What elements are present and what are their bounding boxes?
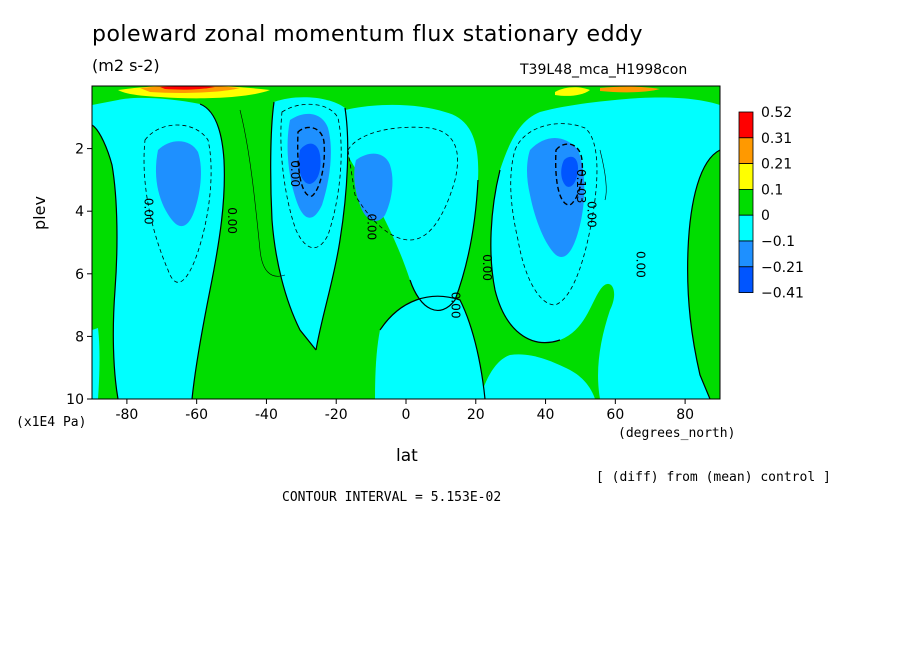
x-tick-label: 60 bbox=[606, 407, 624, 423]
colorbar-label: 0.21 bbox=[761, 157, 792, 173]
x-axis-ticks: -80 -60 -40 -20 0 20 40 60 80 bbox=[115, 399, 694, 423]
negative-region-tropic-lower bbox=[375, 296, 485, 399]
x-tick-label: -60 bbox=[185, 407, 208, 423]
colorbar-label: −0.41 bbox=[761, 286, 804, 302]
thin-contour-1 bbox=[239, 109, 286, 277]
contour-label: 0.00 bbox=[225, 207, 239, 234]
thick-dashed-sh-midlat bbox=[296, 126, 326, 197]
zero-contour-6 bbox=[490, 169, 561, 344]
contour-interval: CONTOUR INTERVAL = 5.153E-02 bbox=[282, 490, 502, 505]
thin-contour-2 bbox=[599, 149, 607, 201]
colorbar-swatch bbox=[738, 163, 754, 190]
colorbar-swatch bbox=[738, 111, 754, 139]
very-strong-negative-regions bbox=[298, 143, 578, 187]
zero-contour-2 bbox=[191, 103, 225, 400]
top-band-red bbox=[160, 86, 215, 90]
x-tick-label: 40 bbox=[537, 407, 555, 423]
colorbar-swatch bbox=[738, 240, 754, 268]
top-band-nh-yellow bbox=[555, 87, 590, 96]
core-nh-midlat-inner bbox=[561, 156, 578, 187]
x-axis-label: lat bbox=[396, 446, 418, 466]
zero-contour-4 bbox=[315, 107, 349, 351]
thick-dashed-nh-midlat bbox=[554, 143, 584, 206]
y-tick-label: 4 bbox=[75, 204, 84, 220]
contour-label: 0.103 bbox=[574, 169, 588, 203]
colorbar-label: −0.21 bbox=[761, 260, 804, 276]
zero-contour-1 bbox=[91, 124, 119, 400]
colorbar-label: 0.52 bbox=[761, 105, 792, 121]
contour-label: 0.00 bbox=[365, 213, 379, 240]
zero-contours bbox=[91, 101, 721, 400]
negative-region-nh-lower bbox=[480, 354, 595, 399]
x-tick-label: -80 bbox=[115, 407, 138, 423]
colorbar-swatch bbox=[738, 266, 754, 293]
y-tick-label: 6 bbox=[75, 267, 84, 283]
zero-contour-5 bbox=[409, 179, 479, 311]
thin-positive-contours bbox=[239, 109, 607, 277]
core-sh-subtropic bbox=[354, 153, 393, 222]
zero-contour-8 bbox=[379, 295, 486, 400]
y-axis-unit: (x1E4 Pa) bbox=[16, 415, 87, 430]
core-sh-polar bbox=[155, 141, 201, 227]
colorbar-label: 0.1 bbox=[761, 182, 783, 198]
y-axis-ticks: 2 4 6 8 10 bbox=[66, 142, 92, 408]
plot-area bbox=[91, 85, 721, 400]
thick-dashed-contours bbox=[296, 126, 584, 206]
zero-contour-7 bbox=[687, 149, 721, 400]
x-axis-unit: (degrees_north) bbox=[618, 426, 736, 441]
negative-region-sh-polar-edge bbox=[92, 328, 100, 399]
colorbar: 0.52 0.31 0.21 0.1 0 −0.1 −0.21 −0.41 bbox=[738, 105, 804, 302]
x-tick-label: 20 bbox=[467, 407, 485, 423]
chart-units: (m2 s-2) bbox=[92, 56, 160, 75]
top-positive-band bbox=[118, 85, 660, 99]
y-tick-label: 8 bbox=[75, 329, 84, 345]
contour-label: 0.00 bbox=[480, 254, 494, 281]
chart-title: poleward zonal momentum flux stationary … bbox=[92, 22, 644, 47]
core-sh-midlat-inner bbox=[298, 143, 321, 184]
colorbar-label: −0.1 bbox=[761, 234, 795, 250]
dashed-contour-sh-midlat bbox=[280, 103, 342, 248]
x-tick-label: 0 bbox=[402, 407, 411, 423]
colorbar-label: 0.31 bbox=[761, 131, 792, 147]
zero-contour-3 bbox=[270, 101, 317, 351]
colorbar-label: 0 bbox=[761, 208, 770, 224]
dashed-contour-nh-midlat bbox=[510, 123, 598, 306]
y-tick-label: 2 bbox=[75, 142, 84, 158]
contour-label: 0.00 bbox=[448, 292, 462, 319]
top-band-nh-orange bbox=[600, 86, 660, 93]
colorbar-swatch bbox=[738, 137, 754, 165]
y-tick-label: 10 bbox=[66, 392, 84, 408]
contour-label: 0.00 bbox=[141, 198, 155, 225]
run-label: T39L48_mca_H1998con bbox=[520, 62, 688, 78]
negative-dashed-contours bbox=[143, 103, 598, 306]
contour-label: 0.00 bbox=[633, 251, 647, 278]
colorbar-swatch bbox=[738, 214, 754, 242]
diff-note: [ (diff) from (mean) control ] bbox=[596, 470, 831, 485]
contour-label: 0.00 bbox=[584, 201, 598, 228]
contour-label: 0.00 bbox=[288, 160, 302, 187]
x-tick-label: 80 bbox=[676, 407, 694, 423]
colorbar-swatch bbox=[738, 188, 754, 216]
x-tick-label: -20 bbox=[325, 407, 348, 423]
dashed-contour-sh-subtropic bbox=[347, 126, 458, 241]
x-tick-label: -40 bbox=[255, 407, 278, 423]
